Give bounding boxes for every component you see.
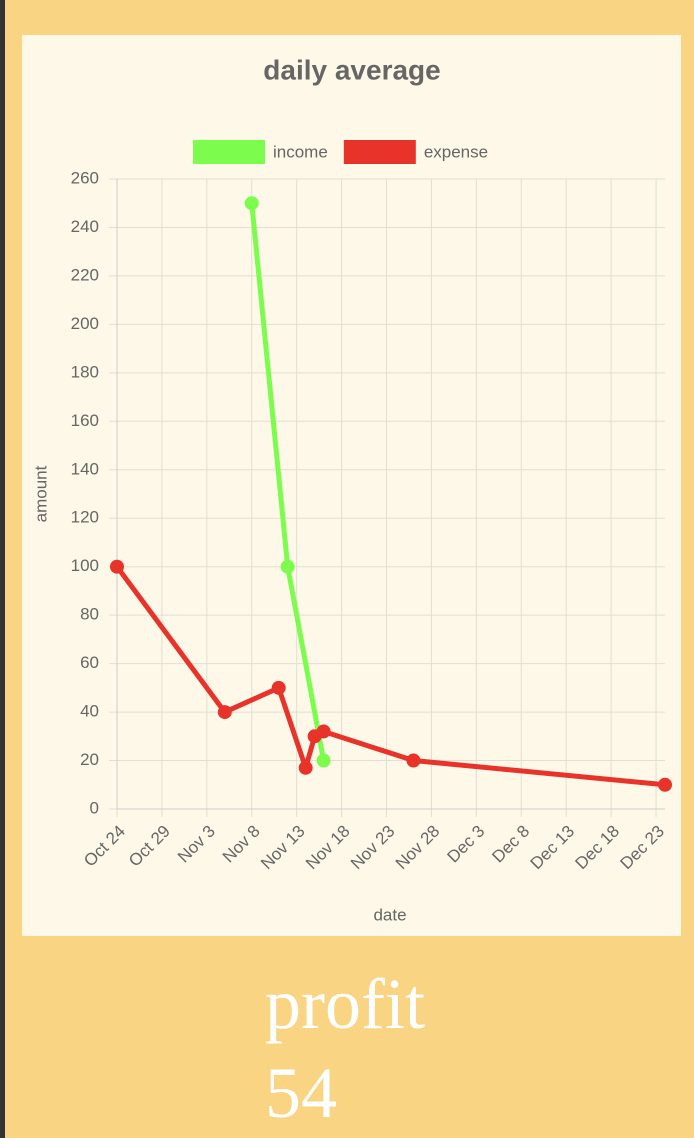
y-tick-label: 140	[71, 459, 99, 478]
data-point	[244, 196, 259, 211]
y-tick-label: 100	[71, 556, 99, 575]
x-tick-label: Nov 18	[302, 822, 354, 874]
window-edge	[0, 0, 5, 1138]
profit-label: profit	[265, 964, 425, 1044]
y-tick-label: 180	[71, 362, 99, 381]
y-tick-label: 60	[80, 653, 99, 672]
y-tick-label: 120	[71, 508, 99, 527]
y-axis-title: amount	[31, 465, 50, 522]
series-line	[249, 202, 327, 761]
data-point	[316, 724, 331, 739]
y-tick-label: 40	[80, 702, 99, 721]
data-point	[316, 753, 331, 768]
data-point	[110, 559, 124, 574]
data-point	[280, 559, 295, 574]
y-tick-label: 160	[71, 411, 99, 430]
data-point	[271, 680, 286, 695]
data-point	[658, 777, 672, 792]
x-tick-label: Nov 23	[347, 822, 399, 874]
y-tick-label: 80	[80, 605, 99, 624]
x-axis-title: date	[373, 905, 406, 924]
x-tick-label: Nov 13	[257, 822, 309, 874]
y-tick-label: 240	[71, 217, 99, 236]
legend-label: expense	[424, 142, 488, 161]
y-tick-label: 0	[90, 798, 99, 817]
data-point	[217, 705, 232, 720]
chart-title: daily average	[263, 54, 440, 85]
x-tick-label: Dec 18	[572, 822, 624, 874]
x-tick-label: Nov 3	[174, 822, 219, 867]
series-line	[114, 565, 666, 788]
x-tick-label: Dec 13	[527, 822, 579, 874]
data-point	[406, 753, 421, 768]
data-point	[298, 760, 313, 775]
x-tick-label: Dec 3	[443, 822, 488, 867]
legend-swatch	[343, 140, 416, 164]
y-tick-label: 20	[80, 750, 99, 769]
chart: daily average amount date 0 20 40 60 80 100 12…	[31, 54, 672, 924]
x-tick-label: Oct 24	[80, 822, 129, 871]
legend-label: income	[273, 142, 328, 161]
y-tick-label: 220	[71, 265, 99, 284]
x-tick-label: Nov 28	[392, 822, 444, 874]
profit-value: 54	[265, 1053, 337, 1133]
y-tick-label: 200	[71, 314, 99, 333]
y-tick-label: 260	[71, 168, 99, 187]
legend-swatch	[193, 140, 265, 164]
x-tick-label: Dec 23	[616, 822, 668, 874]
chart-card	[22, 35, 681, 936]
x-tick-label: Oct 29	[125, 822, 174, 871]
